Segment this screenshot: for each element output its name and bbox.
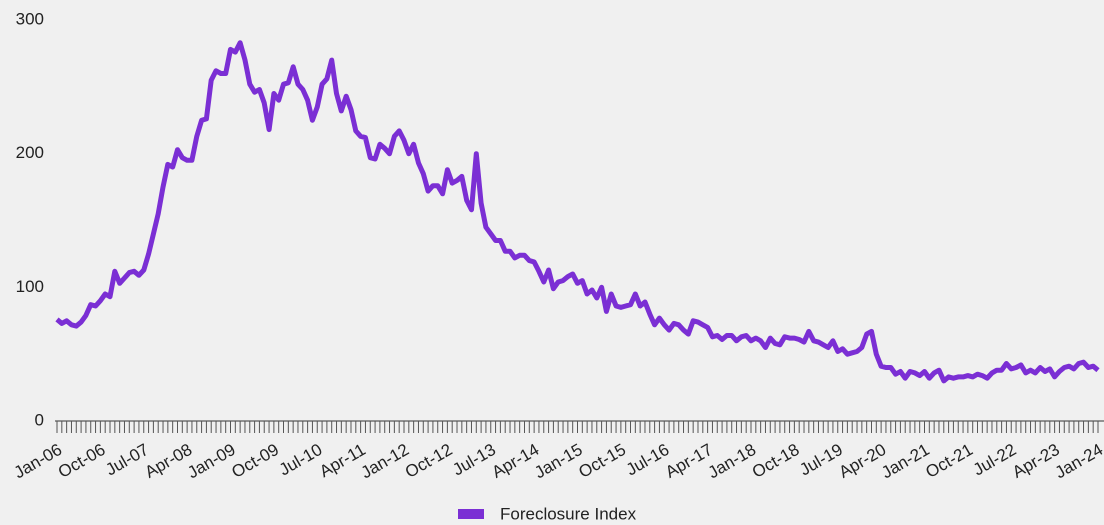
x-tick-label: Apr-11	[316, 440, 369, 481]
x-tick-label: Oct-21	[922, 440, 976, 482]
x-tick-label: Jan-15	[531, 440, 586, 482]
legend-label: Foreclosure Index	[500, 504, 637, 523]
x-tick-label: Jan-06	[11, 440, 66, 482]
x-tick-label: Apr-14	[489, 440, 543, 482]
x-tick-label: Apr-08	[142, 440, 196, 482]
x-tick-label: Oct-15	[575, 440, 629, 482]
x-tick-label: Apr-23	[1009, 440, 1063, 482]
x-tick-label: Jan-24	[1052, 440, 1104, 482]
x-tick-label: Jul-19	[796, 440, 846, 480]
y-tick-label: 0	[35, 410, 44, 429]
x-tick-label: Oct-06	[55, 440, 109, 482]
y-tick-label: 300	[16, 9, 44, 28]
x-tick-label: Oct-09	[228, 440, 282, 482]
x-tick-label: Jul-10	[276, 440, 326, 480]
x-tick-label: Jan-12	[358, 440, 413, 482]
x-tick-label: Apr-17	[662, 440, 716, 482]
x-tick-label: Jul-22	[970, 440, 1020, 480]
series-line	[55, 40, 1100, 384]
x-tick-label: Oct-18	[749, 440, 803, 482]
x-tick-label: Jan-21	[878, 440, 933, 482]
x-tick-label: Jan-09	[184, 440, 239, 482]
y-tick-label: 100	[16, 277, 44, 296]
y-tick-label: 200	[16, 143, 44, 162]
x-tick-label: Jul-16	[623, 440, 673, 480]
legend-swatch	[458, 509, 484, 519]
x-tick-label: Jan-18	[705, 440, 760, 482]
x-tick-label: Apr-20	[836, 440, 890, 482]
x-tick-label: Jul-07	[102, 440, 152, 480]
x-tick-label: Jul-13	[449, 440, 499, 480]
x-tick-label: Oct-12	[402, 440, 456, 482]
